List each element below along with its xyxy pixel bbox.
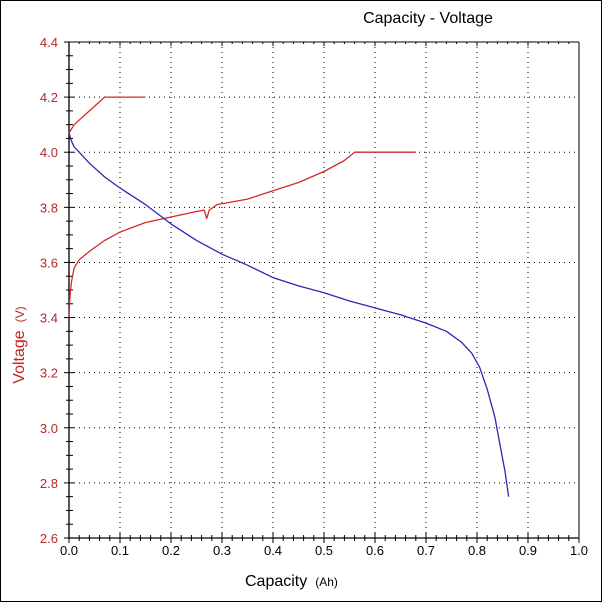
x-axis-label-text: Capacity [245,573,307,590]
x-tick-label: 0.0 [60,543,78,558]
x-tick-label: 0.2 [162,543,180,558]
x-tick-label: 0.8 [468,543,486,558]
x-axis-label: Capacity (Ah) [245,573,338,590]
x-tick-label: 0.1 [111,543,129,558]
chart-title: Capacity - Voltage [363,10,493,27]
x-tick-label: 1.0 [570,543,588,558]
grid-lines [69,42,579,538]
y-axis-label: Voltage (V) [11,306,28,383]
y-tick-label: 3.2 [40,366,58,381]
x-tick-label: 0.5 [315,543,333,558]
x-tick-label: 0.3 [213,543,231,558]
x-axis-unit: (Ah) [315,575,338,589]
y-tick-label: 4.2 [40,90,58,105]
axes [64,41,580,543]
y-tick-label: 3.8 [40,200,58,215]
series-charge-cv-segment [68,96,146,134]
y-tick-label: 4.0 [40,145,58,160]
y-tick-labels: 2.6 2.8 3.0 3.2 3.4 3.6 3.8 4.0 4.2 4.4 [40,35,58,546]
data-series [68,96,510,497]
series-charge [68,151,416,318]
y-tick-label: 2.8 [40,476,58,491]
y-tick-label: 3.6 [40,255,58,270]
y-tick-label: 4.4 [40,35,58,50]
y-tick-label: 3.4 [40,311,58,326]
y-tick-label: 2.6 [40,531,58,546]
y-axis-unit: (V) [13,306,27,322]
series-discharge [68,132,510,497]
x-tick-label: 0.6 [366,543,384,558]
x-tick-label: 0.7 [417,543,435,558]
y-tick-label: 3.0 [40,421,58,436]
y-axis-label-text: Voltage [11,330,28,383]
x-tick-label: 0.4 [264,543,282,558]
x-tick-label: 0.9 [519,543,537,558]
x-tick-labels: 0.0 0.1 0.2 0.3 0.4 0.5 0.6 0.7 0.8 0.9 1.0 [60,543,588,558]
